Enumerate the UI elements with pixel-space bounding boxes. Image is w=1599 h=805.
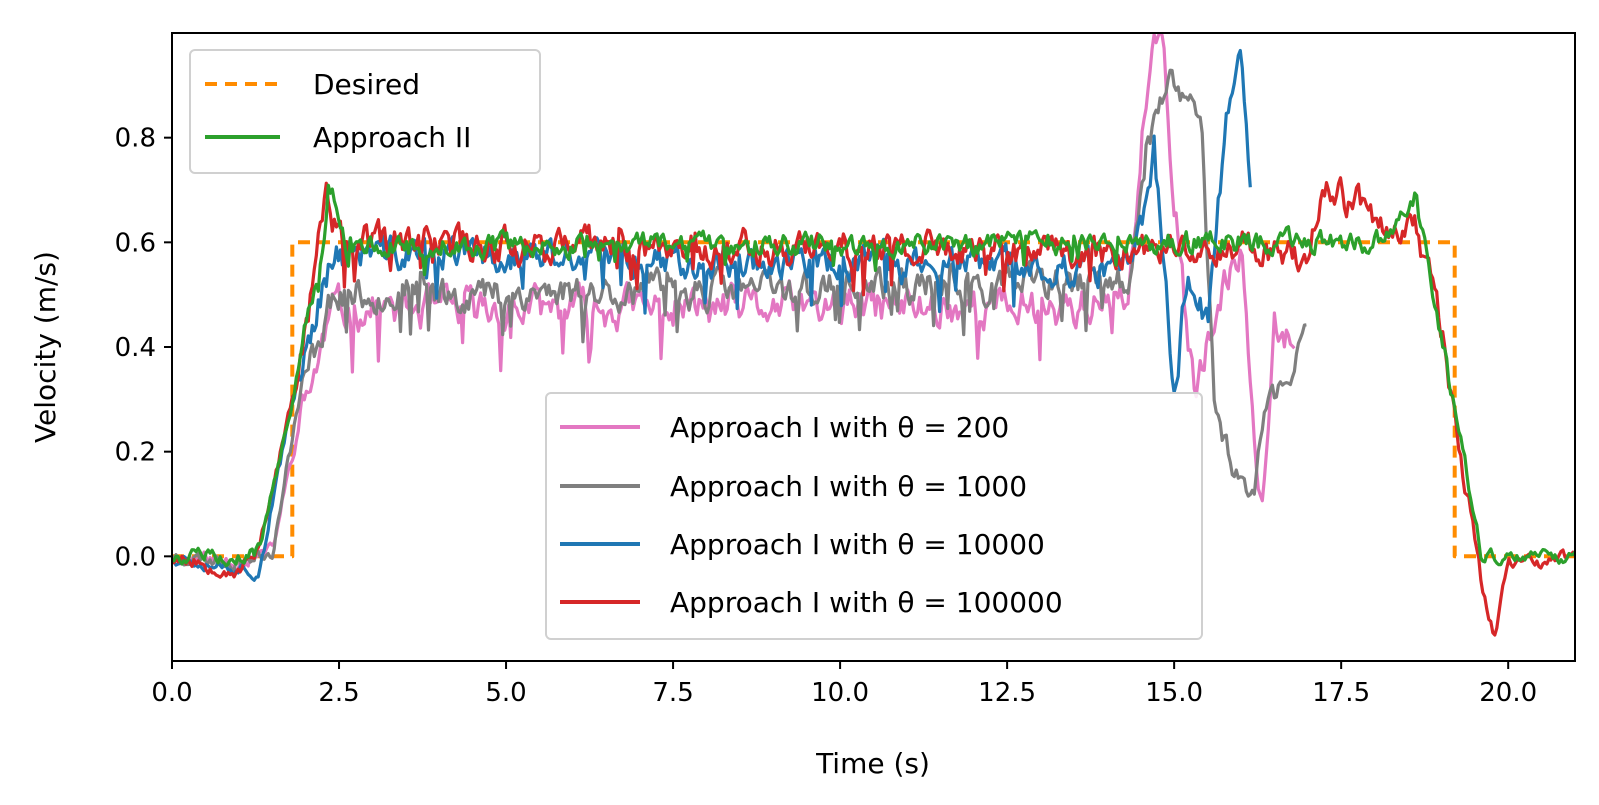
legend-label-approach-2: Approach II	[313, 121, 471, 154]
y-axis-ticks: 0.0 0.2 0.4 0.6 0.8	[115, 124, 172, 572]
legend-label-theta-100000: Approach I with θ = 100000	[670, 586, 1063, 619]
legend-upper-left: Desired Approach II	[189, 49, 541, 174]
series-layer	[172, 33, 1575, 637]
y-tick-label: 0.2	[115, 438, 156, 468]
legend-lower-center: Approach I with θ = 200 Approach I with …	[545, 392, 1203, 640]
legend-label-theta-200: Approach I with θ = 200	[670, 411, 1009, 444]
x-tick-label: 10.0	[811, 678, 869, 708]
x-tick-label: 0.0	[151, 678, 192, 708]
y-axis-label: Velocity (m/s)	[29, 251, 62, 443]
x-axis-label: Time (s)	[815, 747, 930, 780]
x-tick-label: 7.5	[652, 678, 693, 708]
legend-label-theta-10000: Approach I with θ = 10000	[670, 528, 1045, 561]
series-line-approach-ii	[172, 183, 1575, 568]
legend-label-theta-1000: Approach I with θ = 1000	[670, 470, 1027, 503]
y-tick-label: 0.6	[115, 228, 156, 258]
y-tick-label: 0.4	[115, 333, 156, 363]
x-axis-ticks: 0.0 2.5 5.0 7.5 10.0 12.5 15.0 17.5 20.0	[151, 661, 1537, 708]
legend-frame	[189, 49, 541, 174]
legend-frame	[545, 392, 1203, 640]
x-tick-label: 20.0	[1479, 678, 1537, 708]
series-line-approach-i-with-200	[172, 33, 1296, 572]
y-tick-label: 0.8	[115, 124, 156, 154]
x-tick-label: 15.0	[1145, 678, 1203, 708]
x-tick-label: 2.5	[318, 678, 359, 708]
series-line-approach-i-with-100000	[172, 176, 1575, 637]
y-tick-label: 0.0	[115, 542, 156, 572]
legend-label-desired: Desired	[313, 68, 420, 101]
x-tick-label: 17.5	[1312, 678, 1370, 708]
x-tick-label: 5.0	[485, 678, 526, 708]
x-tick-label: 12.5	[978, 678, 1036, 708]
